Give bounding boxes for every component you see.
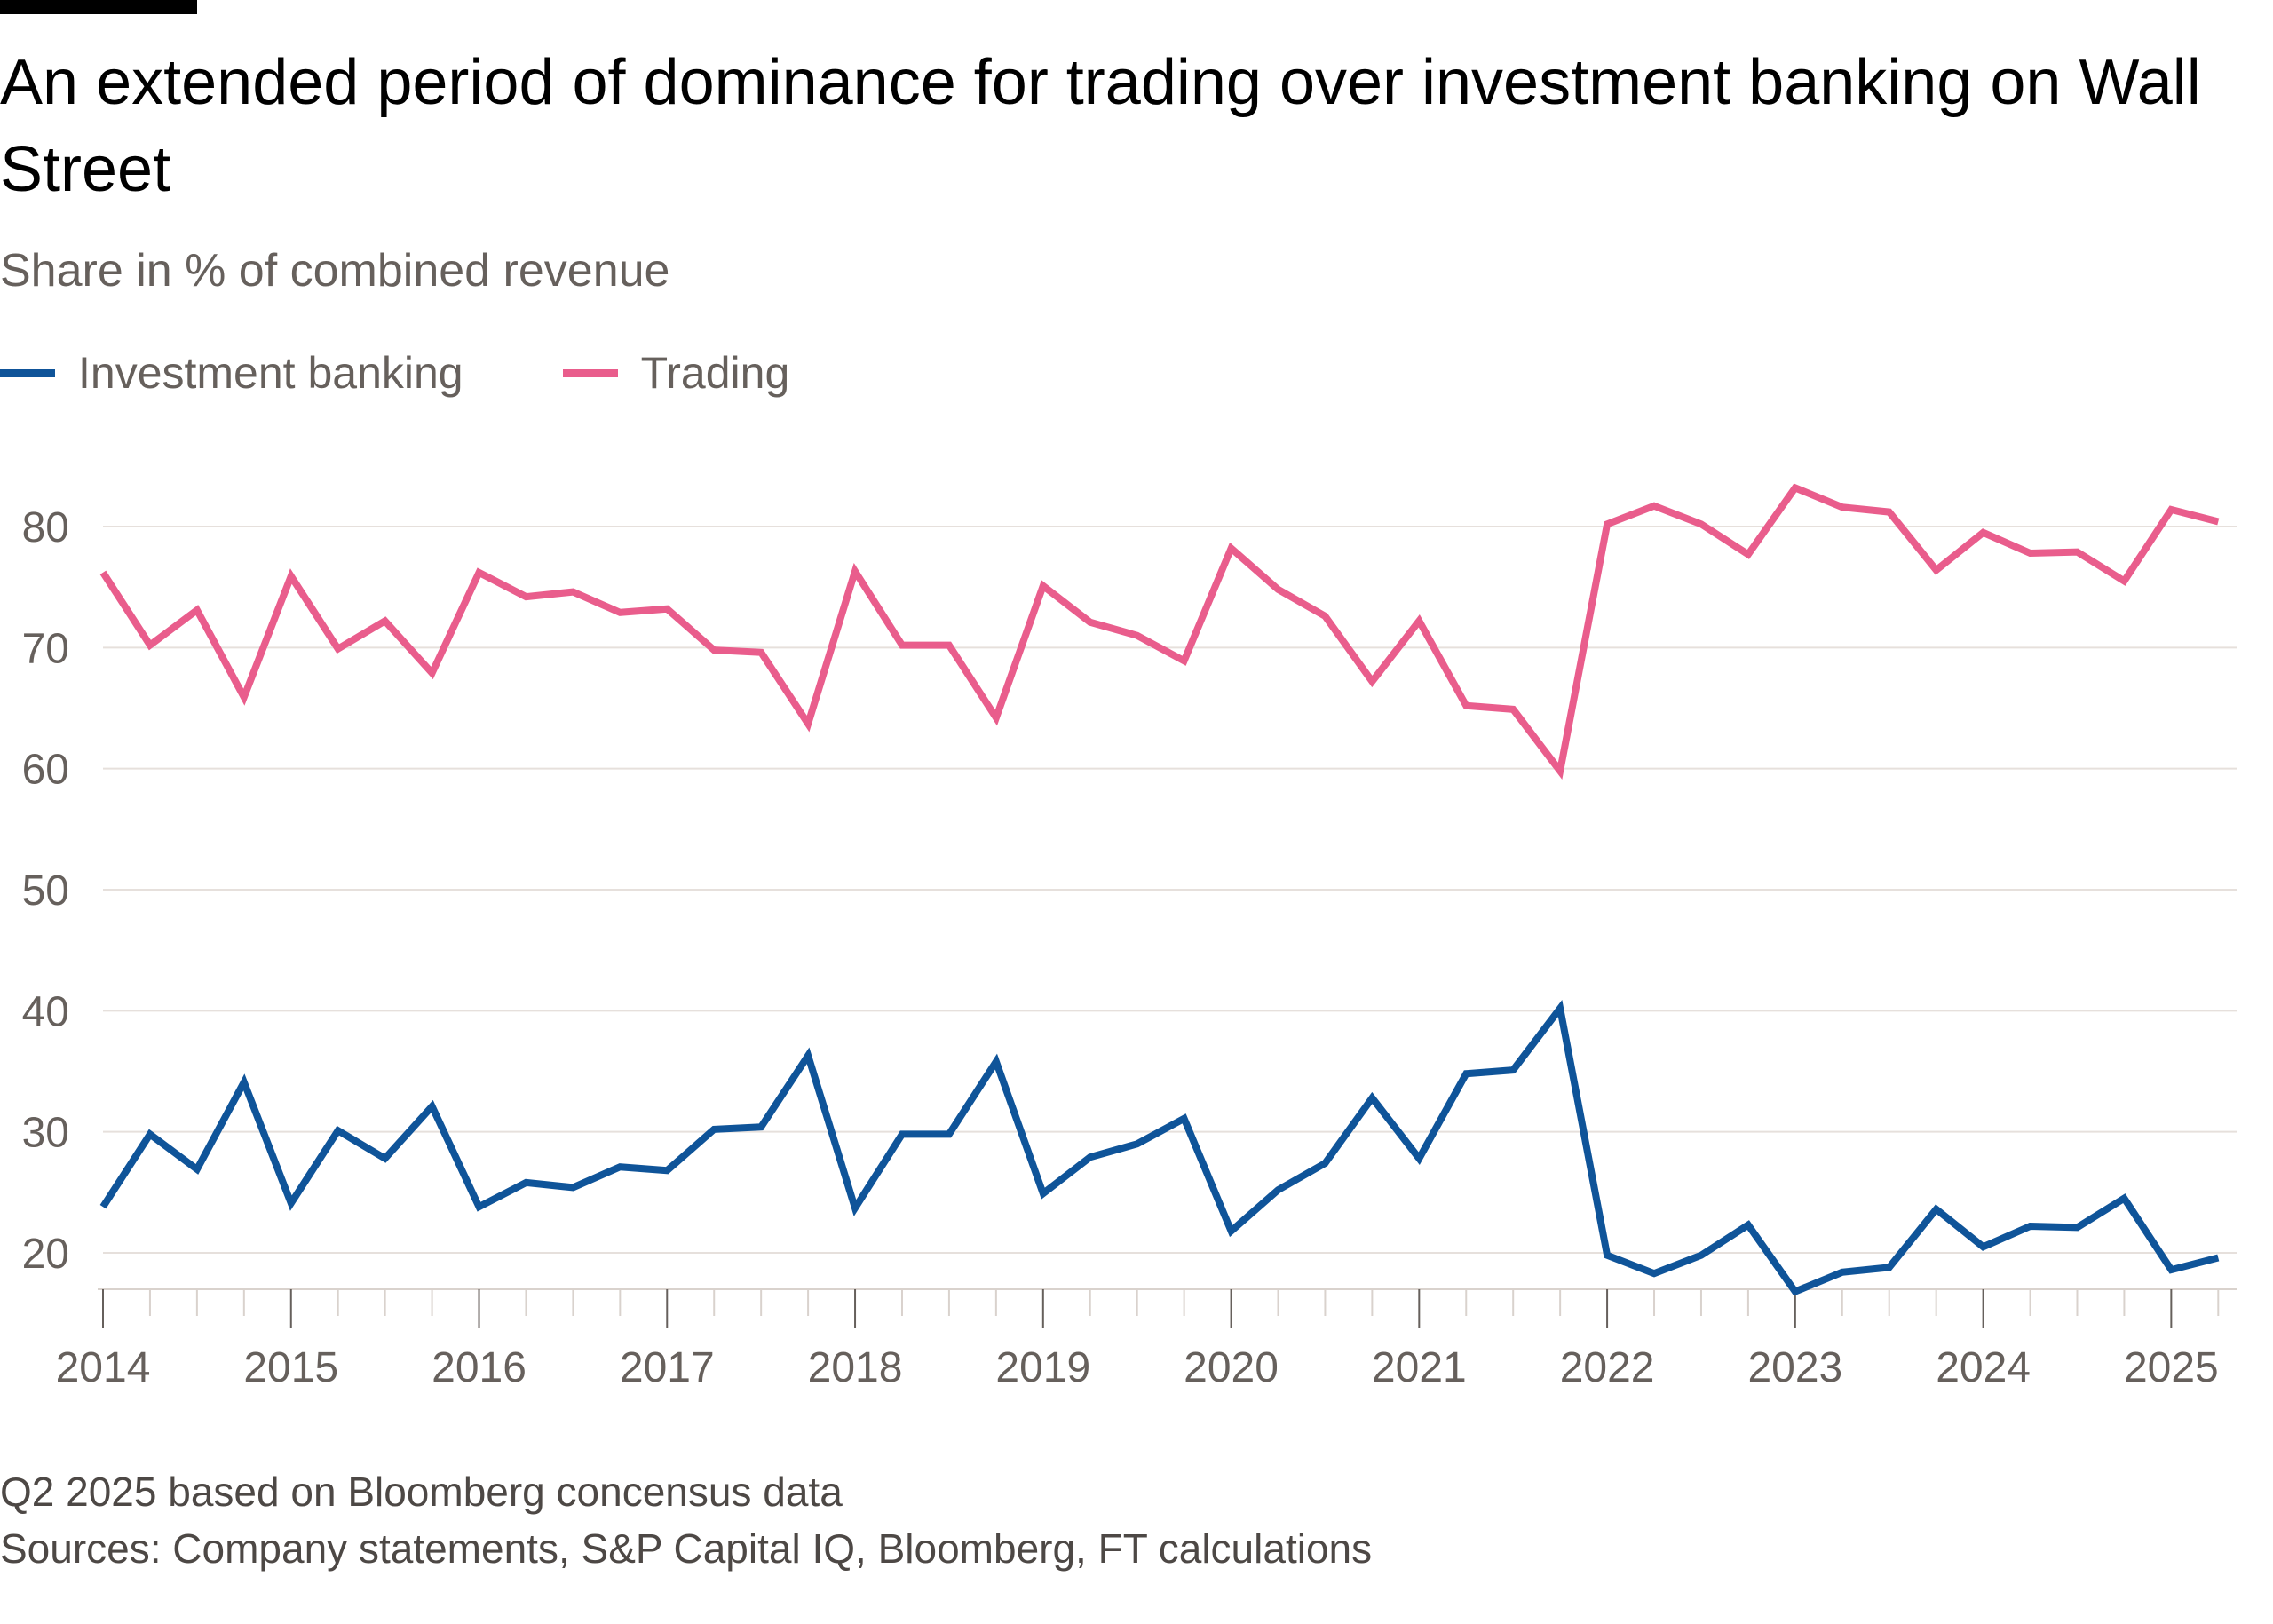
x-axis [98,1288,2237,1328]
y-tick-label-50: 50 [22,867,69,915]
x-tick-label-2021: 2021 [1372,1344,1467,1391]
grid-lines [103,526,2237,1254]
chart-subtitle: Share in % of combined revenue [0,245,670,297]
y-tick-label-80: 80 [22,504,69,551]
y-tick-label-30: 30 [22,1110,69,1157]
legend-label-investment-banking: Investment banking [78,348,463,398]
y-tick-label-40: 40 [22,988,69,1035]
chart-sources: Sources: Company statements, S&P Capital… [0,1525,1373,1572]
y-axis-labels: 20 30 40 50 60 70 80 [22,504,69,1278]
y-tick-label-70: 70 [22,625,69,672]
legend-item-investment-banking: Investment banking [0,347,463,399]
x-tick-label-2016: 2016 [432,1344,527,1391]
legend: Investment banking Trading [0,345,889,401]
legend-item-trading: Trading [562,347,790,399]
y-tick-label-20: 20 [22,1231,69,1278]
x-tick-label-2014: 2014 [56,1344,151,1391]
series-line-investment-banking [99,1000,2220,1296]
series-lines [99,483,2220,1296]
x-tick-label-2022: 2022 [1560,1344,1655,1391]
x-tick-label-2018: 2018 [808,1344,903,1391]
chart-note: Q2 2025 based on Bloomberg concensus dat… [0,1469,843,1515]
y-tick-label-60: 60 [22,747,69,794]
x-tick-label-2019: 2019 [995,1344,1090,1391]
x-tick-label-2023: 2023 [1747,1344,1842,1391]
series-line-trading [99,483,2220,780]
legend-swatch-investment-banking [0,368,55,377]
x-tick-label-2015: 2015 [243,1344,338,1391]
x-tick-label-2025: 2025 [2124,1344,2219,1391]
x-tick-label-2017: 2017 [620,1344,715,1391]
brand-top-bar [0,0,197,14]
x-tick-label-2020: 2020 [1184,1344,1279,1391]
chart-title: An extended period of dominance for trad… [0,47,2201,205]
legend-label-trading: Trading [640,348,790,398]
x-tick-label-2024: 2024 [1936,1344,2031,1391]
x-axis-labels: 2014 2015 2016 2017 2018 2019 2020 2021 2022 2023… [56,1344,2219,1391]
legend-swatch-trading [562,368,618,377]
